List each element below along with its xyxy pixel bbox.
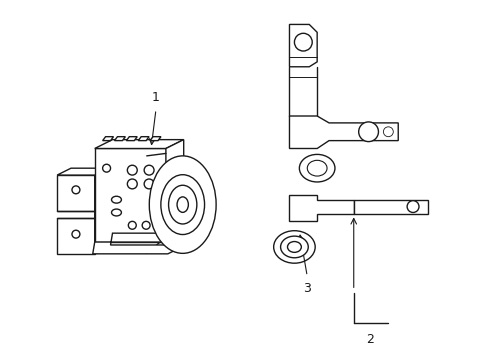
Text: 2: 2 xyxy=(366,333,374,346)
Circle shape xyxy=(383,127,392,137)
Polygon shape xyxy=(165,140,183,242)
Polygon shape xyxy=(150,137,161,141)
Polygon shape xyxy=(289,24,317,67)
Polygon shape xyxy=(102,137,113,141)
Circle shape xyxy=(142,221,150,229)
Circle shape xyxy=(144,165,154,175)
Polygon shape xyxy=(289,116,397,148)
Ellipse shape xyxy=(168,185,197,224)
Polygon shape xyxy=(126,137,137,141)
Polygon shape xyxy=(95,140,183,148)
Circle shape xyxy=(127,165,137,175)
Ellipse shape xyxy=(111,209,121,216)
Ellipse shape xyxy=(273,231,315,263)
Polygon shape xyxy=(114,137,125,141)
Circle shape xyxy=(128,221,136,229)
Circle shape xyxy=(294,33,311,51)
Ellipse shape xyxy=(280,236,307,258)
Circle shape xyxy=(72,230,80,238)
Ellipse shape xyxy=(306,160,326,176)
Polygon shape xyxy=(57,219,95,254)
Ellipse shape xyxy=(149,156,216,253)
Ellipse shape xyxy=(177,197,188,212)
Circle shape xyxy=(358,122,378,141)
Ellipse shape xyxy=(196,177,208,232)
Circle shape xyxy=(127,179,137,189)
Polygon shape xyxy=(353,200,427,215)
Ellipse shape xyxy=(287,242,301,252)
Circle shape xyxy=(72,186,80,194)
Polygon shape xyxy=(138,137,149,141)
Polygon shape xyxy=(289,195,353,221)
Polygon shape xyxy=(95,148,165,242)
Circle shape xyxy=(102,164,110,172)
Ellipse shape xyxy=(299,154,334,182)
Ellipse shape xyxy=(161,175,204,234)
Ellipse shape xyxy=(111,196,121,203)
Circle shape xyxy=(407,201,418,212)
Polygon shape xyxy=(95,168,108,254)
Polygon shape xyxy=(57,175,95,211)
Text: 3: 3 xyxy=(303,282,310,296)
Polygon shape xyxy=(57,168,108,175)
Circle shape xyxy=(144,179,154,189)
Polygon shape xyxy=(93,233,185,254)
Text: 1: 1 xyxy=(152,91,160,104)
